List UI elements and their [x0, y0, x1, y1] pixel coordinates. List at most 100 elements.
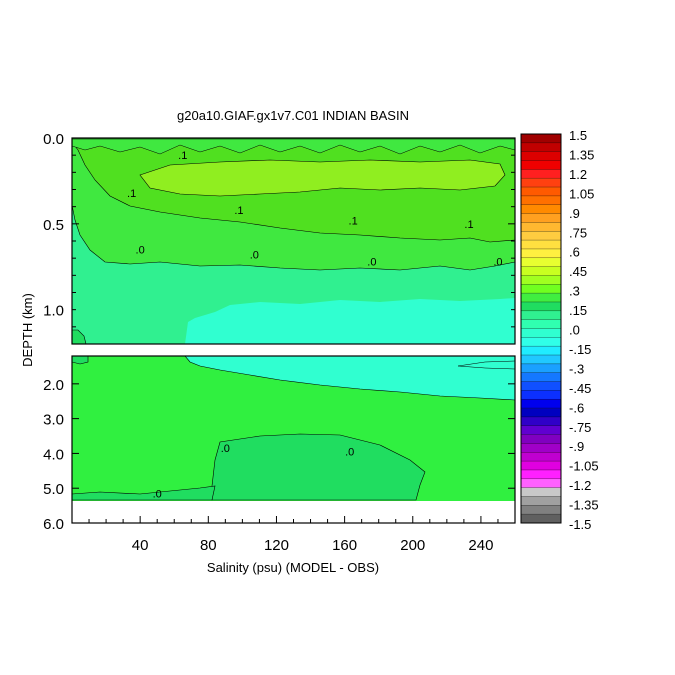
- colorbar-swatch: [521, 266, 561, 276]
- upper-panel: 0.0 0.5 1.0: [43, 131, 516, 345]
- colorbar-swatch: [521, 355, 561, 365]
- colorbar-swatch: [521, 248, 561, 258]
- colorbar-swatch: [521, 461, 561, 471]
- x-tick-label: 240: [468, 537, 493, 554]
- x-tick-label: 40: [132, 537, 149, 554]
- x-tick-label: 80: [200, 537, 217, 554]
- lower-panel: 2.0 3.0 4.0 5.0 6.0: [43, 355, 516, 533]
- colorbar-swatch: [521, 257, 561, 267]
- contour-label: .0: [136, 245, 145, 257]
- lower-y-tick-label: 4.0: [43, 446, 64, 463]
- colorbar-swatch: [521, 372, 561, 382]
- lower-right-sliver: [457, 360, 515, 370]
- colorbar-swatch: [521, 399, 561, 409]
- colorbar-label: 1.2: [569, 167, 587, 182]
- colorbar-swatch: [521, 151, 561, 161]
- lower-y-tick-label: 5.0: [43, 481, 64, 498]
- contour-label: .0: [367, 257, 376, 269]
- colorbar-border: [520, 133, 562, 524]
- colorbar-label: 1.05: [569, 186, 594, 201]
- colorbar-swatch: [521, 505, 561, 515]
- contour-label: .1: [178, 150, 187, 162]
- colorbar-swatch: [521, 381, 561, 391]
- colorbar-swatch: [521, 390, 561, 400]
- colorbar-swatch: [521, 284, 561, 294]
- lower-y-tick-label: 2.0: [43, 377, 64, 394]
- colorbar-label: -.6: [569, 400, 584, 415]
- colorbar-swatch: [521, 496, 561, 506]
- contour-label: .0: [493, 257, 502, 269]
- colorbar-swatch: [521, 434, 561, 444]
- colorbar-swatch: [521, 160, 561, 170]
- contour-label: .1: [464, 219, 473, 231]
- lower-positive-region: [211, 433, 426, 501]
- colorbar-label: -1.35: [569, 498, 599, 513]
- colorbar-swatch: [521, 328, 561, 338]
- colorbar-swatch: [521, 187, 561, 197]
- colorbar-label: -.45: [569, 381, 591, 396]
- upper-y-tick-label: 1.0: [43, 303, 64, 320]
- colorbar-swatch: [521, 213, 561, 223]
- upper-y-tick-label: 0.0: [43, 131, 64, 148]
- colorbar-label: -1.2: [569, 478, 591, 493]
- colorbar-label: -.3: [569, 361, 584, 376]
- x-tick-label: 200: [400, 537, 425, 554]
- lower-bottom-left-region: [72, 485, 216, 501]
- colorbar-swatch: [521, 222, 561, 232]
- x-tick-label: 160: [332, 537, 357, 554]
- colorbar-swatch: [521, 346, 561, 356]
- lower-y-tick-label: 6.0: [43, 516, 64, 533]
- colorbar: 1.5 1.35 1.2 1.05 .9 .75 .6 .45 .3 .15 .0 -.15 -.3 -.…: [520, 128, 599, 532]
- colorbar-swatch: [521, 142, 561, 152]
- lower-y-tick-label: 3.0: [43, 412, 64, 429]
- colorbar-swatch: [521, 169, 561, 179]
- x-tick-label: 120: [264, 537, 289, 554]
- x-axis-label: Salinity (psu) (MODEL - OBS): [207, 560, 379, 575]
- colorbar-swatch: [521, 443, 561, 453]
- colorbar-label: 1.5: [569, 128, 587, 143]
- colorbar-label: 1.35: [569, 147, 594, 162]
- lower-left-edge-region: [72, 356, 89, 365]
- contour-label: .1: [234, 205, 243, 217]
- colorbar-label: .3: [569, 284, 580, 299]
- upper-y-ticks: 0.0 0.5 1.0: [43, 131, 515, 328]
- colorbar-swatch: [521, 487, 561, 497]
- colorbar-swatch: [521, 204, 561, 214]
- y-axis-label: DEPTH (km): [20, 293, 35, 367]
- colorbar-swatch: [521, 293, 561, 303]
- colorbar-swatch: [521, 178, 561, 188]
- colorbar-swatch: [521, 134, 561, 144]
- colorbar-label: .9: [569, 206, 580, 221]
- colorbar-label: -.15: [569, 342, 591, 357]
- colorbar-swatch: [521, 452, 561, 462]
- colorbar-swatch: [521, 301, 561, 312]
- upper-surface-band: [72, 138, 515, 155]
- colorbar-swatch: [521, 416, 561, 426]
- colorbar-swatch: [521, 478, 561, 488]
- colorbar-swatch: [521, 363, 561, 373]
- colorbar-label: .0: [569, 323, 580, 338]
- contour-labels: .1 .1 .1 .1 .1 .0 .0 .0 .0 .0 .0 .0: [127, 150, 503, 500]
- contour-label: .1: [349, 215, 358, 227]
- colorbar-label: -.75: [569, 420, 591, 435]
- contour-label: .0: [345, 447, 354, 459]
- colorbar-label: .15: [569, 303, 587, 318]
- lower-y-ticks: 2.0 3.0 4.0 5.0 6.0: [43, 377, 515, 533]
- upper-core-region: [139, 159, 506, 197]
- contour-label: .0: [221, 443, 230, 455]
- colorbar-label: -1.05: [569, 459, 599, 474]
- colorbar-swatch: [521, 514, 561, 524]
- colorbar-swatch: [521, 469, 561, 479]
- colorbar-label: -1.5: [569, 517, 591, 532]
- contour-label: .1: [127, 188, 136, 200]
- colorbar-label: .6: [569, 245, 580, 260]
- colorbar-swatch: [521, 337, 561, 347]
- lower-negative-region: [184, 356, 515, 401]
- upper-left-edge-region: [72, 329, 87, 344]
- colorbar-swatch: [521, 275, 561, 285]
- colorbar-label: .45: [569, 264, 587, 279]
- x-axis: 40 80 120 160 200 240: [88, 516, 499, 554]
- colorbar-swatch: [521, 231, 561, 241]
- contour-label: .0: [153, 488, 162, 500]
